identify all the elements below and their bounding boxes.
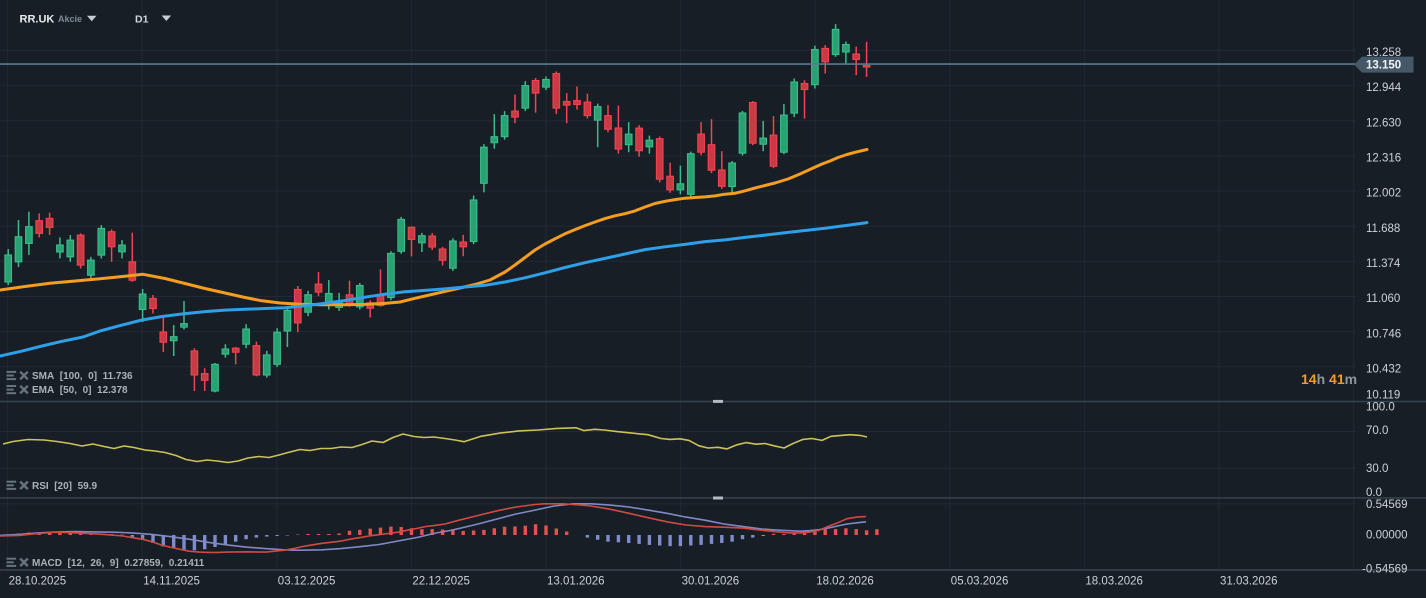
svg-text:12.944: 12.944 — [1366, 82, 1402, 94]
svg-text:14.11.2025: 14.11.2025 — [143, 576, 200, 588]
svg-text:100.0: 100.0 — [1366, 401, 1395, 413]
svg-text:Akcie: Akcie — [58, 14, 82, 24]
svg-text:MACD [12, 26, 9] 0.27859,: MACD [12, 26, 9] 0.27859, 0.21411 — [32, 558, 205, 569]
svg-text:13.150: 13.150 — [1366, 59, 1401, 71]
svg-text:12.002: 12.002 — [1366, 188, 1401, 200]
svg-text:0.54569: 0.54569 — [1366, 499, 1408, 511]
svg-text:10.746: 10.746 — [1366, 328, 1401, 340]
svg-text:13.258: 13.258 — [1366, 47, 1401, 59]
svg-text:18.03.2026: 18.03.2026 — [1085, 576, 1143, 588]
svg-text:10.119: 10.119 — [1366, 390, 1400, 402]
svg-text:70.0: 70.0 — [1366, 425, 1388, 437]
svg-text:03.12.2025: 03.12.2025 — [278, 576, 336, 588]
svg-text:0.0: 0.0 — [1366, 487, 1382, 499]
svg-text:18.02.2026: 18.02.2026 — [816, 576, 874, 588]
svg-text:SMA [100, 0] 11.736: SMA [100, 0] 11.736 — [32, 371, 133, 382]
svg-text:28.10.2025: 28.10.2025 — [9, 576, 67, 588]
svg-text:RR.UK: RR.UK — [20, 14, 55, 26]
svg-text:12.316: 12.316 — [1366, 153, 1401, 165]
svg-text:D1: D1 — [135, 13, 149, 25]
svg-text:11.374: 11.374 — [1366, 258, 1401, 270]
svg-text:11.060: 11.060 — [1366, 293, 1400, 305]
svg-text:RSI [20] 59.9: RSI [20] 59.9 — [32, 481, 97, 492]
svg-text:30.0: 30.0 — [1366, 463, 1388, 475]
svg-text:31.03.2026: 31.03.2026 — [1220, 576, 1278, 588]
svg-text:30.01.2026: 30.01.2026 — [682, 576, 740, 588]
svg-text:-0.54569: -0.54569 — [1362, 563, 1407, 575]
svg-text:14h 41m: 14h 41m — [1301, 371, 1357, 387]
svg-text:EMA [50, 0] 12.378: EMA [50, 0] 12.378 — [32, 385, 128, 396]
svg-text:05.03.2026: 05.03.2026 — [951, 576, 1009, 588]
svg-text:22.12.2025: 22.12.2025 — [412, 576, 470, 588]
svg-text:12.630: 12.630 — [1366, 117, 1401, 129]
svg-text:0.00000: 0.00000 — [1366, 530, 1408, 542]
svg-text:11.688: 11.688 — [1366, 223, 1400, 235]
svg-text:13.01.2026: 13.01.2026 — [547, 576, 605, 588]
svg-text:10.432: 10.432 — [1366, 364, 1401, 376]
